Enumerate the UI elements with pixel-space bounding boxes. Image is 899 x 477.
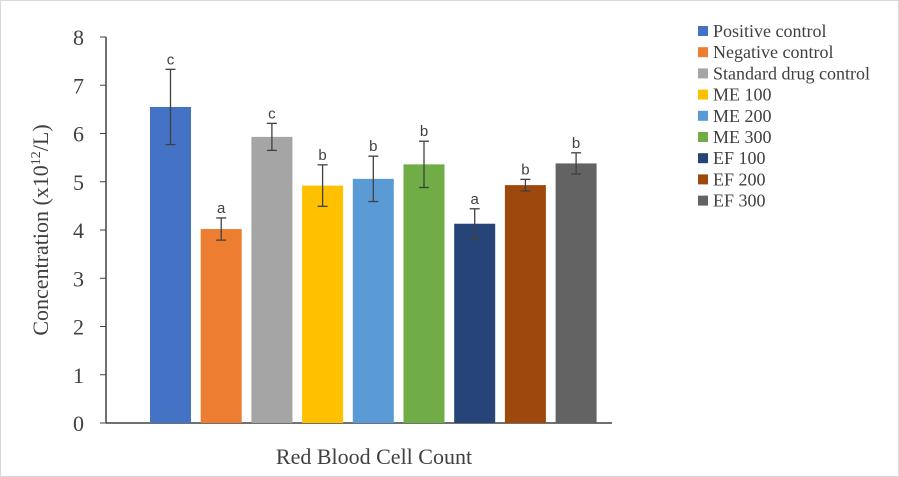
legend-swatch	[698, 26, 708, 36]
bar	[302, 185, 344, 423]
legend-swatch	[698, 174, 708, 185]
legend-swatch	[698, 110, 708, 121]
bar	[251, 136, 293, 423]
bar	[555, 163, 597, 424]
legend-label: ME 200	[713, 106, 772, 126]
significance-label: b	[369, 138, 377, 155]
legend-label: Negative control	[713, 42, 833, 62]
legend-label: EF 100	[713, 148, 766, 168]
legend-swatch	[698, 47, 708, 58]
legend-label: Standard drug control	[713, 63, 870, 83]
legend-label: EF 200	[713, 169, 766, 189]
y-tick-label: 0	[73, 411, 84, 436]
significance-label: b	[318, 147, 326, 164]
y-tick-label: 2	[73, 315, 84, 340]
y-tick-label: 6	[73, 122, 84, 147]
y-axis-title-suffix: /L)	[28, 124, 53, 151]
y-tick-label: 5	[73, 170, 84, 195]
bars-group: c a c b b b a b b	[150, 51, 597, 424]
bar	[200, 229, 242, 423]
y-tick-label: 7	[73, 73, 84, 98]
y-axis-title-prefix: Concentration (x10	[28, 165, 53, 335]
x-axis-title: Red Blood Cell Count	[276, 444, 472, 469]
significance-label: a	[217, 200, 226, 217]
significance-label: b	[521, 161, 529, 178]
legend-label: ME 300	[713, 127, 772, 147]
y-axis-title: Concentration (x1012/L)	[28, 124, 53, 335]
bar	[454, 223, 496, 423]
bar	[352, 178, 394, 423]
bar	[504, 185, 546, 423]
y-tick-label: 1	[73, 363, 84, 388]
significance-label: b	[420, 123, 428, 140]
legend-swatch	[698, 132, 708, 142]
bar	[403, 164, 445, 423]
significance-label: c	[167, 51, 175, 68]
y-tick-label: 3	[73, 266, 84, 291]
legend-swatch	[698, 153, 708, 164]
significance-label: c	[268, 105, 276, 122]
y-tick-label: 4	[73, 218, 84, 243]
legend-swatch	[698, 68, 708, 79]
legend-swatch	[698, 89, 708, 100]
legend-swatch	[698, 195, 708, 206]
bar	[150, 106, 191, 424]
significance-label: a	[471, 191, 480, 208]
y-tick-label: 8	[73, 25, 84, 50]
y-axis-title-sup: 12	[29, 151, 44, 165]
legend-label: EF 300	[713, 191, 766, 211]
significance-label: b	[572, 135, 580, 152]
legend-label: Positive control	[713, 21, 827, 41]
legend-label: ME 100	[713, 85, 772, 105]
y-axis-ticks: 0 1 2 3 4 5 6 7 8	[73, 25, 106, 436]
